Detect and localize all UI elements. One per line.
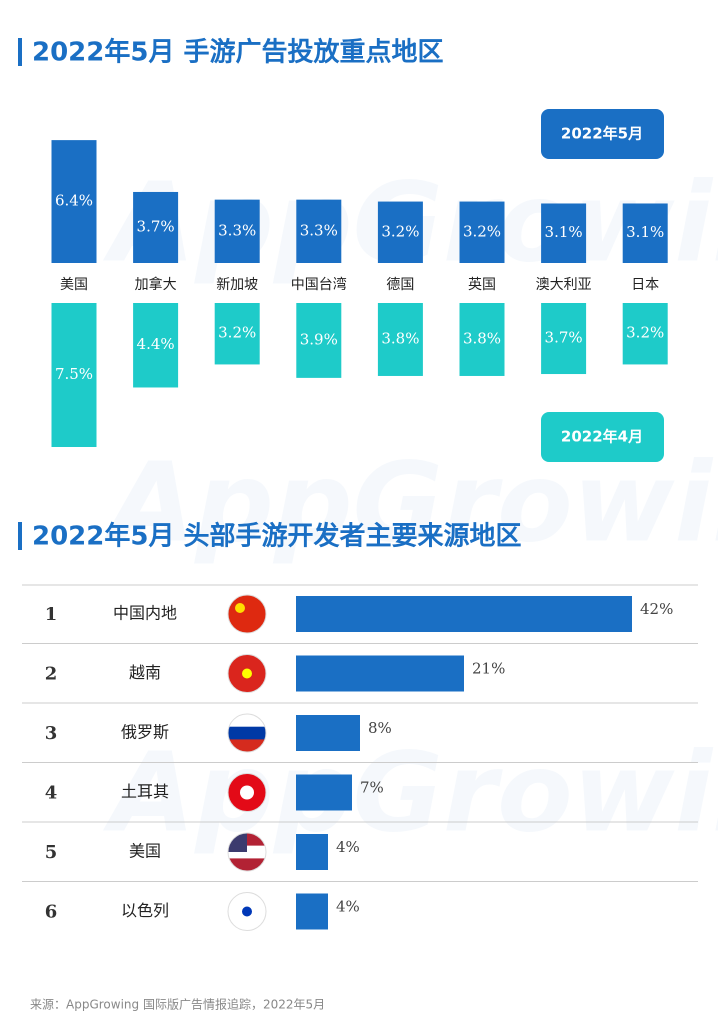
category-label: 中国内地 [113, 604, 177, 623]
value-label: 3.2% [381, 222, 419, 240]
value-label: 3.2% [626, 324, 664, 342]
bar [296, 199, 342, 263]
rank: 6 [45, 902, 58, 923]
value-label: 3.1% [626, 223, 664, 241]
legend-label: 2022年5月 [561, 125, 643, 143]
value-label: 4.4% [137, 335, 175, 353]
rank: 5 [45, 842, 58, 863]
value-label: 3.3% [300, 221, 338, 239]
bar [622, 203, 668, 263]
value-label: 6.4% [55, 192, 93, 210]
value-label: 8% [368, 719, 392, 737]
category-label: 俄罗斯 [121, 723, 169, 742]
value-label: 3.7% [545, 329, 583, 347]
chart-title: 2022年5月 头部手游开发者主要来源地区 [32, 521, 522, 552]
category-label: 越南 [129, 663, 161, 682]
category-label: 美国 [129, 842, 161, 861]
value-label: 3.8% [381, 329, 419, 347]
flag-border [227, 713, 267, 753]
rank: 4 [45, 783, 58, 804]
bar [214, 199, 260, 263]
value-label: 3.9% [300, 330, 338, 348]
rank: 1 [45, 604, 58, 625]
rank: 3 [45, 723, 58, 744]
watermark: AppGrowing [102, 728, 718, 856]
source: 来源：AppGrowing 国际版广告情报追踪，2022年5月 [30, 997, 325, 1012]
legend-badge [541, 109, 664, 159]
value-label: 3.7% [137, 217, 175, 235]
bar [377, 303, 423, 376]
value-label: 21% [472, 660, 505, 678]
rank: 2 [45, 664, 58, 685]
bar [541, 303, 587, 375]
bar [296, 303, 342, 378]
x-tick-label: 澳大利亚 [536, 277, 592, 293]
value-label: 4% [336, 898, 360, 916]
bar [622, 303, 668, 365]
bar [377, 201, 423, 263]
chart-title: 2022年5月 手游广告投放重点地区 [32, 37, 444, 68]
x-tick-label: 日本 [631, 277, 659, 293]
bar [133, 303, 179, 388]
bar [459, 303, 505, 376]
bar [51, 140, 97, 263]
flag [227, 594, 267, 634]
value-label: 3.1% [545, 223, 583, 241]
bar [51, 303, 97, 447]
bar [541, 203, 587, 263]
value-label: 7% [360, 779, 384, 797]
flag-emblem [242, 906, 252, 917]
value-label: 4% [336, 838, 360, 856]
legend-label: 2022年4月 [561, 428, 643, 446]
value-label: 3.2% [463, 222, 501, 240]
bar [296, 834, 328, 870]
bar [296, 774, 352, 811]
x-tick-label: 德国 [386, 277, 414, 293]
flag-emblem [242, 668, 252, 679]
value-label: 7.5% [55, 365, 93, 383]
title-accent [18, 38, 22, 66]
x-tick-label: 新加坡 [216, 277, 258, 293]
bar [214, 303, 260, 365]
flag-emblem [240, 785, 254, 800]
value-label: 3.3% [218, 221, 256, 239]
flag-border [227, 832, 267, 872]
flag-emblem [235, 603, 245, 613]
x-tick-label: 英国 [468, 276, 496, 293]
bar [296, 893, 328, 930]
bar [296, 715, 360, 751]
value-label: 3.2% [218, 324, 256, 342]
category-label: 以色列 [121, 901, 169, 920]
value-label: 3.8% [463, 329, 501, 347]
bar [133, 191, 179, 263]
bar [296, 596, 632, 632]
category-label: 土耳其 [121, 782, 169, 801]
bar [296, 655, 464, 692]
title-accent [18, 522, 22, 550]
x-tick-label: 加拿大 [135, 276, 177, 293]
flag [228, 714, 266, 752]
legend-badge [541, 412, 664, 462]
x-tick-label: 美国 [60, 277, 88, 293]
bar [459, 201, 505, 263]
x-tick-label: 中国台湾 [291, 276, 347, 293]
value-label: 42% [640, 600, 673, 618]
